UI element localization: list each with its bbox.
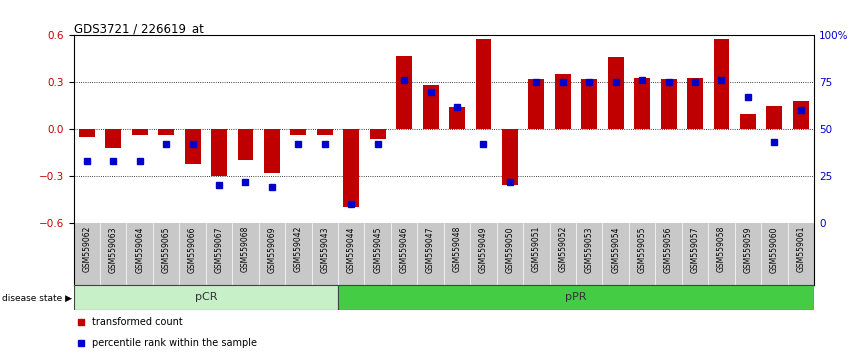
- Bar: [290, 129, 307, 136]
- Bar: [793, 101, 809, 129]
- Text: GSM559043: GSM559043: [320, 226, 329, 273]
- Text: pPR: pPR: [565, 292, 587, 302]
- Text: GSM559060: GSM559060: [770, 226, 779, 273]
- Bar: [264, 129, 280, 173]
- Bar: [132, 129, 147, 136]
- Text: GSM559058: GSM559058: [717, 226, 726, 273]
- Text: GSM559067: GSM559067: [215, 226, 223, 273]
- Text: GSM559056: GSM559056: [664, 226, 673, 273]
- Text: GSM559046: GSM559046: [400, 226, 409, 273]
- Text: pCR: pCR: [195, 292, 217, 302]
- Text: GSM559062: GSM559062: [82, 226, 91, 273]
- Bar: [79, 129, 94, 137]
- Bar: [581, 79, 598, 129]
- Bar: [687, 78, 703, 129]
- Bar: [423, 85, 438, 129]
- Bar: [634, 78, 650, 129]
- Bar: [158, 129, 174, 136]
- Bar: [106, 129, 121, 148]
- Text: GSM559050: GSM559050: [506, 226, 514, 273]
- Text: GSM559052: GSM559052: [559, 226, 567, 273]
- Text: transformed count: transformed count: [92, 317, 183, 327]
- Text: GSM559042: GSM559042: [294, 226, 303, 273]
- Text: GSM559048: GSM559048: [453, 226, 462, 273]
- Text: GSM559051: GSM559051: [532, 226, 541, 273]
- Bar: [555, 74, 571, 129]
- Text: GDS3721 / 226619_at: GDS3721 / 226619_at: [74, 22, 204, 35]
- Text: GSM559059: GSM559059: [743, 226, 753, 273]
- Bar: [740, 114, 756, 129]
- Bar: [766, 106, 782, 129]
- Bar: [449, 107, 465, 129]
- Bar: [343, 129, 359, 207]
- Text: GSM559047: GSM559047: [426, 226, 435, 273]
- Bar: [528, 79, 545, 129]
- Text: GSM559045: GSM559045: [373, 226, 382, 273]
- Bar: [608, 57, 624, 129]
- Text: GSM559049: GSM559049: [479, 226, 488, 273]
- Text: GSM559053: GSM559053: [585, 226, 594, 273]
- Text: GSM559044: GSM559044: [346, 226, 356, 273]
- Bar: [211, 129, 227, 176]
- Text: GSM559066: GSM559066: [188, 226, 197, 273]
- Text: GSM559064: GSM559064: [135, 226, 145, 273]
- Bar: [397, 56, 412, 129]
- Text: GSM559065: GSM559065: [162, 226, 171, 273]
- Text: GSM559069: GSM559069: [268, 226, 276, 273]
- Text: GSM559054: GSM559054: [611, 226, 620, 273]
- Bar: [338, 285, 814, 310]
- Bar: [714, 39, 729, 129]
- Bar: [237, 129, 254, 160]
- Bar: [370, 129, 385, 138]
- Text: percentile rank within the sample: percentile rank within the sample: [92, 338, 257, 348]
- Text: disease state ▶: disease state ▶: [2, 293, 72, 303]
- Bar: [317, 129, 333, 136]
- Bar: [184, 129, 201, 164]
- Text: GSM559057: GSM559057: [690, 226, 700, 273]
- Bar: [475, 39, 491, 129]
- Text: GSM559061: GSM559061: [797, 226, 805, 273]
- Bar: [502, 129, 518, 185]
- Text: GSM559063: GSM559063: [109, 226, 118, 273]
- Bar: [74, 285, 338, 310]
- Text: GSM559055: GSM559055: [637, 226, 647, 273]
- Text: GSM559068: GSM559068: [241, 226, 250, 273]
- Bar: [661, 79, 676, 129]
